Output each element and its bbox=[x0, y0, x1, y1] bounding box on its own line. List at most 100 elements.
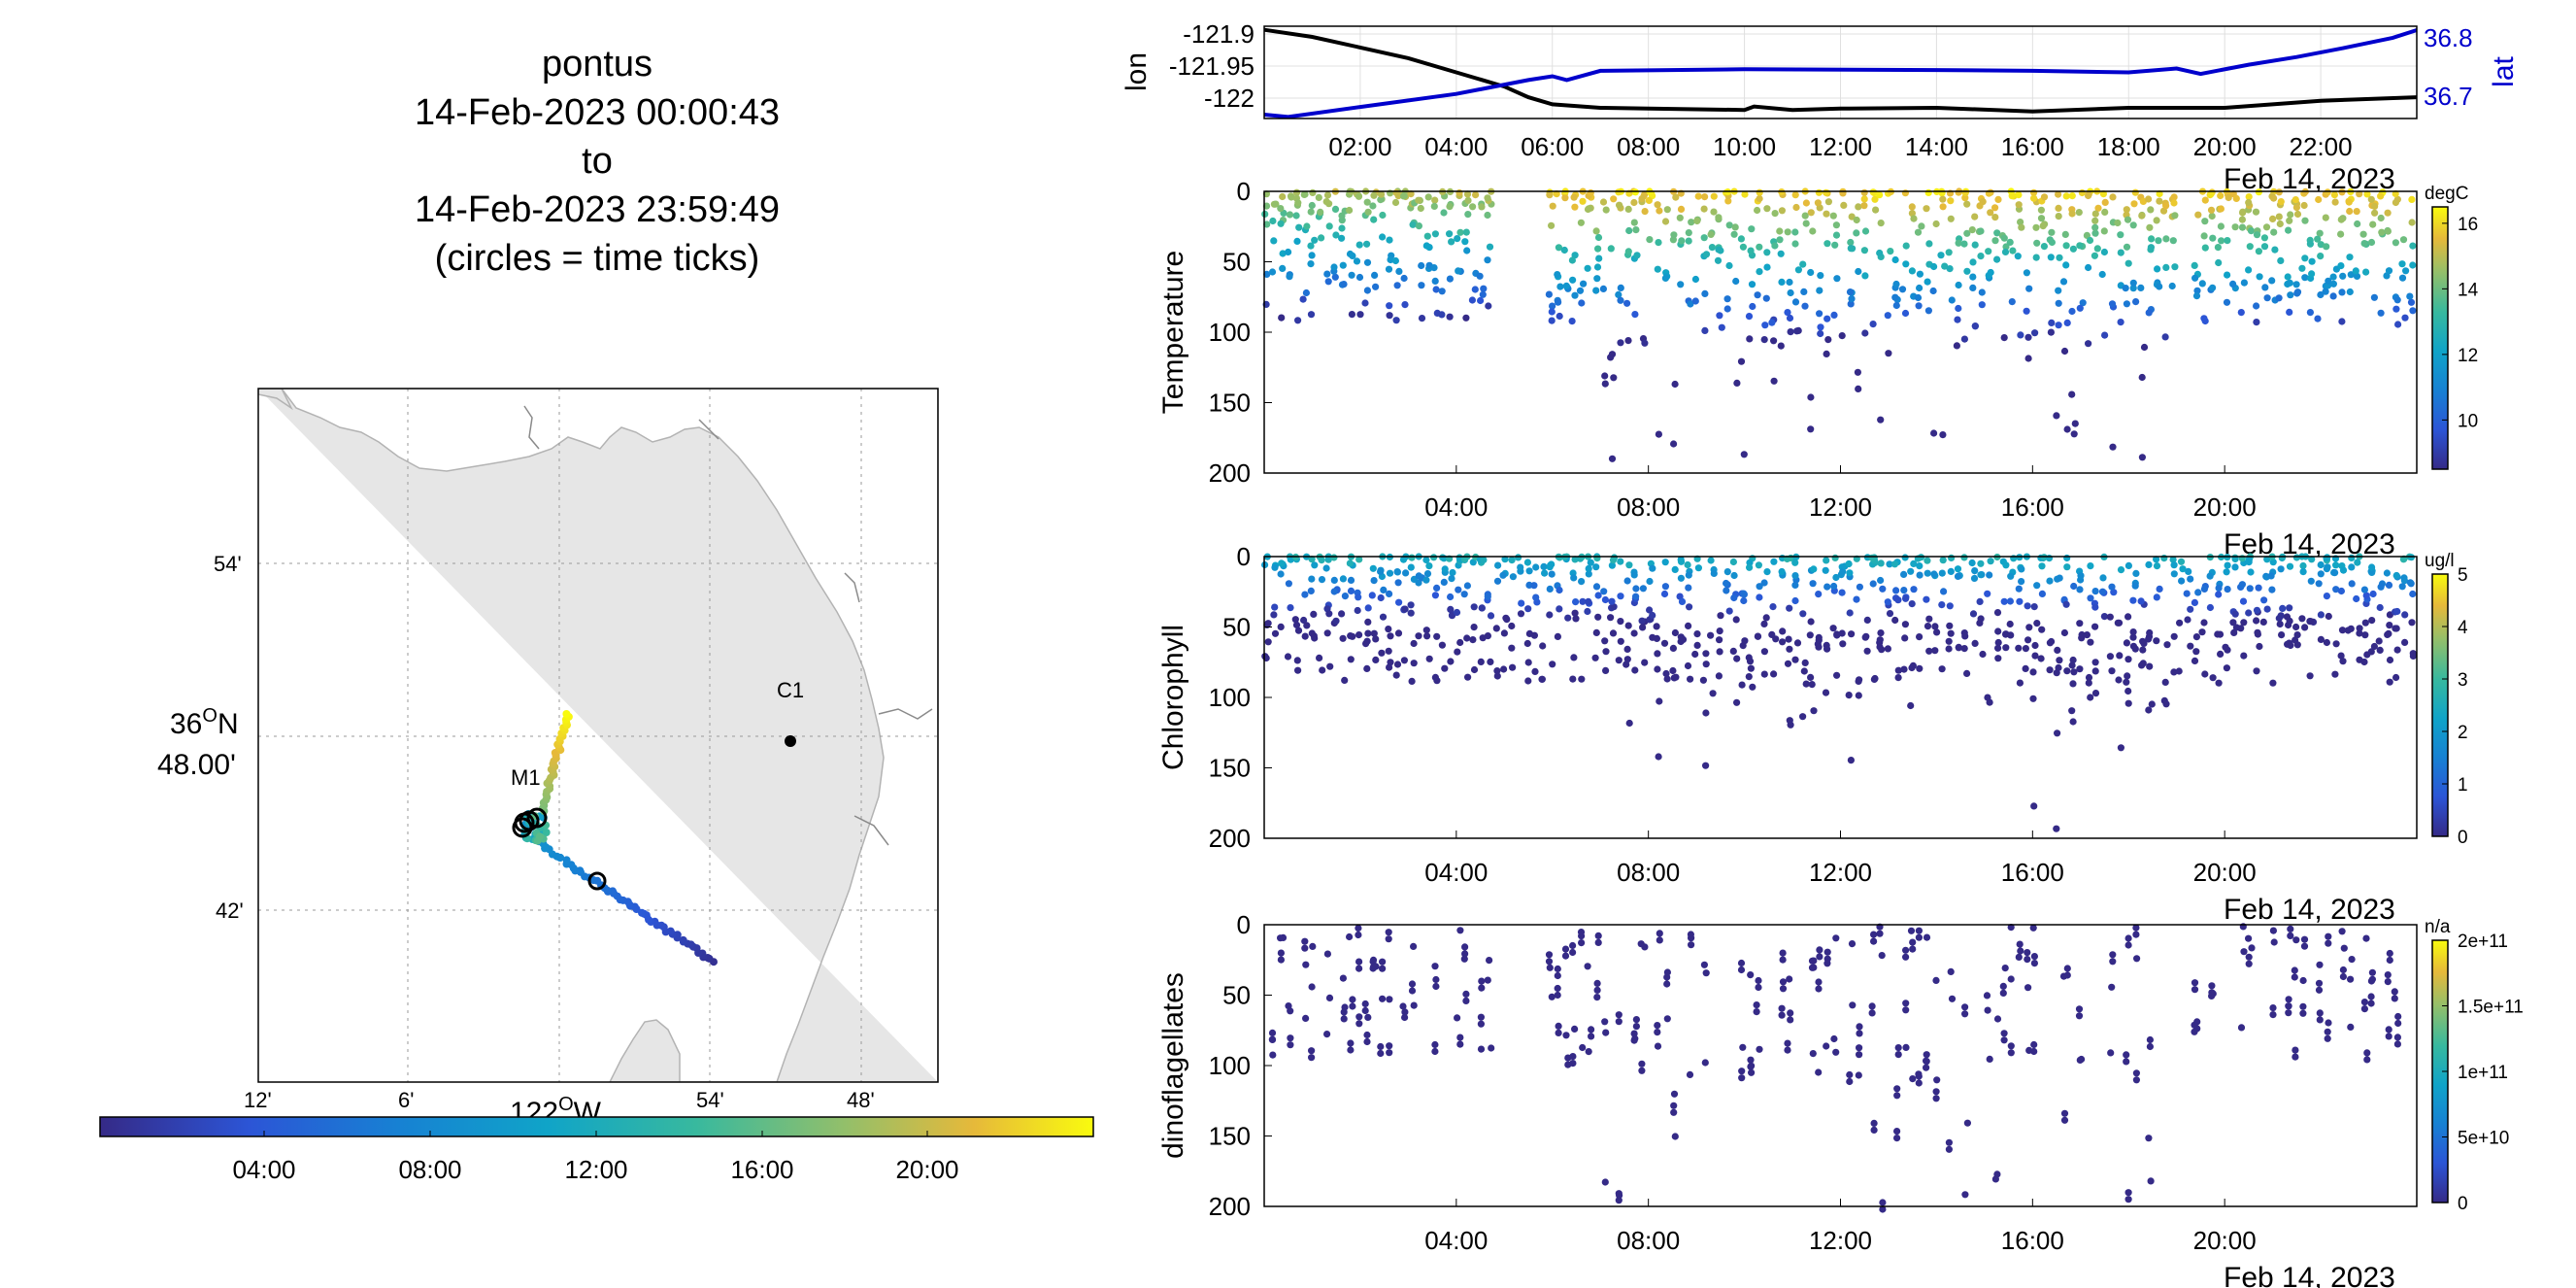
data-point bbox=[1877, 416, 1885, 424]
data-point bbox=[1807, 393, 1815, 401]
data-point bbox=[2063, 425, 2071, 433]
data-point bbox=[2192, 648, 2200, 656]
data-point bbox=[2337, 262, 2345, 270]
data-point bbox=[1399, 556, 1408, 563]
data-point bbox=[1279, 264, 1287, 272]
data-point bbox=[1446, 203, 1454, 211]
data-point bbox=[1524, 677, 1532, 685]
data-point bbox=[1349, 996, 1356, 1003]
data-point bbox=[1639, 624, 1647, 631]
data-point bbox=[1745, 673, 1753, 681]
data-point bbox=[1372, 283, 1380, 290]
data-point bbox=[1438, 311, 1446, 319]
data-point bbox=[1394, 579, 1402, 587]
title-line-4: 14-Feb-2023 23:59:49 bbox=[415, 189, 780, 230]
map-panel: C1 M1 54' 36ON 48.00' 42' 12' 6' 122OW 5… bbox=[99, 388, 1094, 1184]
map-lat-tick-54: 54' bbox=[214, 552, 242, 576]
data-point bbox=[1785, 635, 1792, 643]
data-point bbox=[1594, 932, 1602, 940]
data-point bbox=[1610, 603, 1618, 611]
data-point bbox=[2093, 245, 2101, 253]
data-point bbox=[1264, 638, 1272, 646]
data-point bbox=[1347, 1046, 1355, 1054]
data-point bbox=[1787, 328, 1794, 336]
data-point bbox=[1379, 211, 1387, 220]
data-point bbox=[2338, 627, 2347, 634]
data-point bbox=[1806, 631, 1814, 639]
data-point bbox=[2086, 236, 2094, 245]
data-point bbox=[1632, 226, 1640, 234]
data-point bbox=[1994, 644, 2002, 652]
data-point bbox=[1588, 1033, 1595, 1040]
data-point bbox=[2339, 272, 2347, 280]
data-point bbox=[2018, 565, 2025, 573]
data-point bbox=[1294, 199, 1302, 207]
data-point bbox=[2253, 606, 2261, 614]
data-point bbox=[1449, 568, 1456, 577]
data-point bbox=[2145, 195, 2153, 203]
data-point bbox=[2100, 613, 2108, 621]
data-point bbox=[2223, 568, 2230, 576]
data-point bbox=[2076, 620, 2084, 627]
data-point bbox=[2245, 556, 2253, 563]
data-point bbox=[1856, 1051, 1863, 1059]
data-point bbox=[2055, 287, 2062, 294]
data-point bbox=[2124, 259, 2132, 267]
data-point bbox=[1584, 607, 1591, 616]
data-point bbox=[1801, 659, 1809, 667]
data-point bbox=[2400, 577, 2408, 585]
data-point bbox=[2209, 284, 2217, 291]
data-point bbox=[1948, 296, 1956, 304]
data-point bbox=[1372, 963, 1380, 970]
data-point bbox=[2246, 243, 2254, 251]
track-point bbox=[535, 832, 544, 841]
data-point bbox=[1525, 567, 1533, 575]
data-point bbox=[1801, 212, 1809, 220]
data-point bbox=[1271, 629, 1280, 637]
data-point bbox=[2322, 214, 2329, 221]
data-point bbox=[1579, 1043, 1587, 1052]
data-point bbox=[2030, 953, 2038, 961]
data-point bbox=[1879, 1199, 1887, 1206]
data-point bbox=[1408, 677, 1416, 686]
data-point bbox=[1578, 299, 1586, 307]
data-point bbox=[2347, 1023, 2355, 1031]
data-point bbox=[1786, 604, 1793, 612]
data-point bbox=[2002, 243, 2010, 251]
data-point bbox=[1948, 995, 1957, 1002]
data-point bbox=[2399, 556, 2407, 563]
x-tick-label: 08:00 bbox=[1617, 858, 1680, 887]
data-point bbox=[2000, 334, 2008, 342]
data-point bbox=[1902, 242, 1910, 250]
data-point bbox=[1524, 659, 1532, 666]
data-point bbox=[1433, 584, 1441, 593]
data-point bbox=[2275, 614, 2283, 623]
data-point bbox=[1601, 1018, 1609, 1026]
data-point bbox=[1853, 216, 1860, 224]
data-point bbox=[2001, 248, 2010, 255]
data-point bbox=[2146, 1042, 2154, 1051]
data-point bbox=[1593, 979, 1601, 988]
data-point bbox=[1653, 634, 1660, 643]
data-point bbox=[2214, 630, 2222, 638]
data-point bbox=[2108, 667, 2116, 675]
data-point bbox=[1954, 316, 1961, 323]
colorbar-tick-label: 2 bbox=[2458, 723, 2468, 743]
data-point bbox=[2214, 244, 2222, 252]
data-point bbox=[2269, 679, 2277, 687]
data-point bbox=[1601, 380, 1609, 388]
data-point bbox=[1662, 669, 1670, 678]
x-tick-label: 08:00 bbox=[1617, 492, 1680, 522]
track-point bbox=[679, 937, 687, 946]
data-point bbox=[1464, 196, 1472, 204]
data-point bbox=[2022, 664, 2029, 673]
data-point bbox=[2286, 217, 2293, 224]
data-point bbox=[2156, 283, 2163, 290]
data-point bbox=[2184, 616, 2191, 624]
data-point bbox=[2087, 638, 2094, 646]
data-point bbox=[1861, 633, 1869, 641]
data-point bbox=[1723, 587, 1730, 594]
data-point bbox=[1377, 196, 1385, 204]
data-point bbox=[1494, 561, 1502, 569]
data-point bbox=[1909, 1075, 1917, 1083]
